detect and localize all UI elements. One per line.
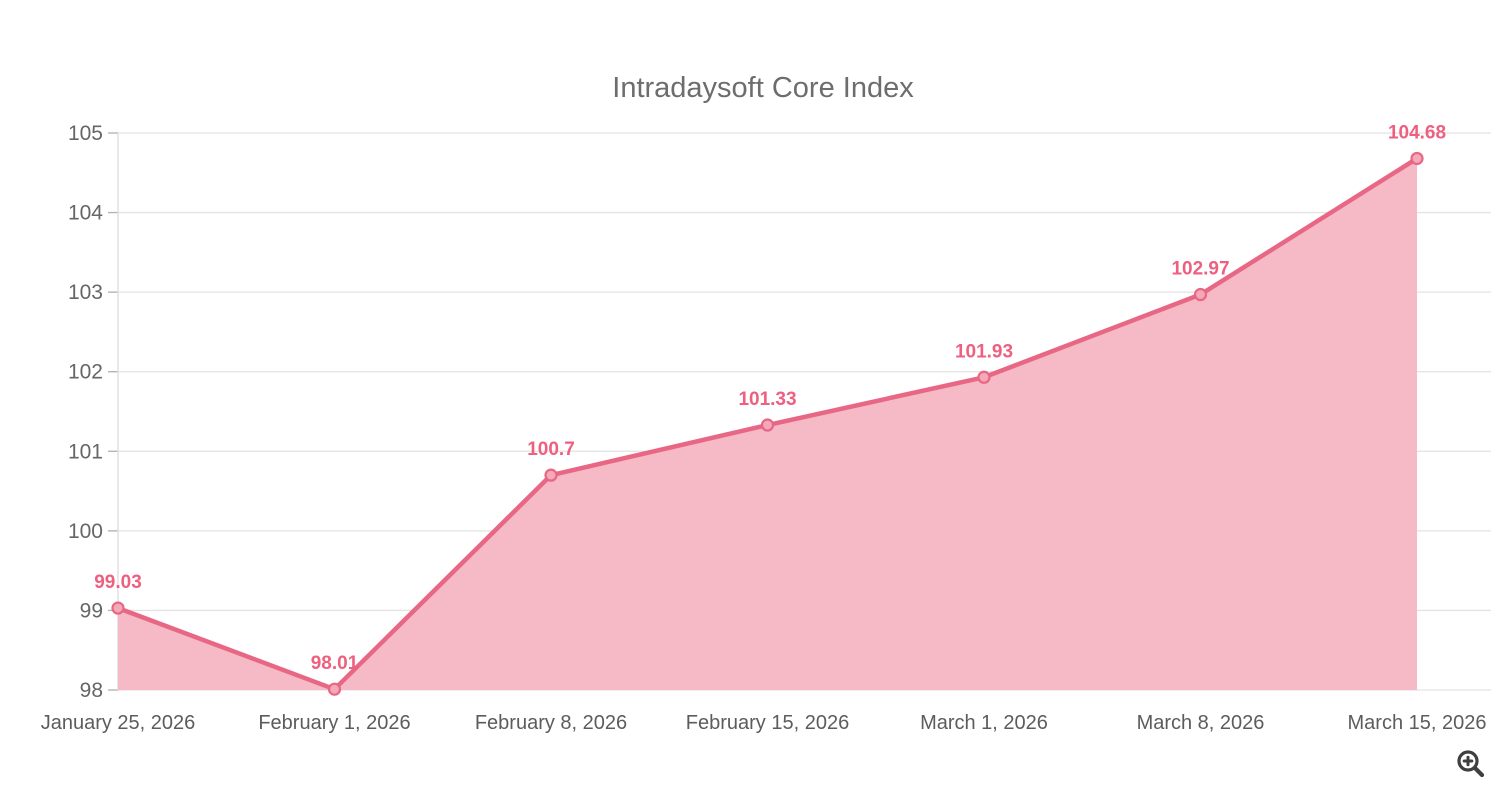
data-point[interactable]: [111, 601, 125, 615]
x-tick-label: February 15, 2026: [686, 712, 849, 734]
data-point[interactable]: [1193, 287, 1208, 302]
x-tick-label: February 1, 2026: [258, 712, 410, 734]
data-point[interactable]: [1410, 151, 1424, 166]
data-point-label: 101.93: [955, 341, 1013, 362]
data-point-label: 98.01: [311, 653, 359, 674]
y-tick-label: 101: [68, 440, 103, 463]
y-tick-label: 103: [68, 281, 103, 304]
y-tick-label: 100: [68, 520, 103, 543]
x-tick-label: January 25, 2026: [41, 712, 196, 734]
x-tick-label: March 1, 2026: [920, 712, 1048, 734]
data-point[interactable]: [760, 418, 775, 432]
data-point-label: 104.68: [1388, 122, 1446, 143]
data-point[interactable]: [544, 468, 558, 482]
y-tick-label: 102: [68, 361, 103, 384]
data-point-label: 99.03: [94, 572, 142, 593]
y-tick-label: 104: [68, 202, 103, 225]
data-point[interactable]: [977, 370, 991, 384]
zoom-in-icon: [1457, 750, 1485, 778]
x-tick-label: March 8, 2026: [1137, 712, 1265, 734]
chart-title: Intradaysoft Core Index: [612, 72, 914, 104]
axis-labels: 98 99 100 101 102 103 104 105 January 25, 2026 Fe…: [41, 122, 1487, 734]
y-tick-label: 105: [68, 122, 103, 145]
y-tick-label: 98: [80, 679, 103, 702]
data-points: [111, 151, 1424, 696]
data-point-label: 100.7: [527, 439, 575, 460]
data-point[interactable]: [327, 682, 342, 696]
data-point-label: 102.97: [1171, 259, 1229, 280]
data-point-label: 101.33: [738, 389, 796, 410]
area-fill: [118, 158, 1417, 690]
series-area: [118, 158, 1417, 690]
x-tick-label: February 8, 2026: [475, 712, 627, 734]
data-point-labels: 99.03 98.01 100.7 101.33 101.93 102.97 104.68: [94, 122, 1446, 674]
x-tick-label: March 15, 2026: [1348, 712, 1487, 734]
zoom-in-button[interactable]: [1454, 747, 1488, 781]
y-tick-label: 99: [80, 599, 103, 622]
